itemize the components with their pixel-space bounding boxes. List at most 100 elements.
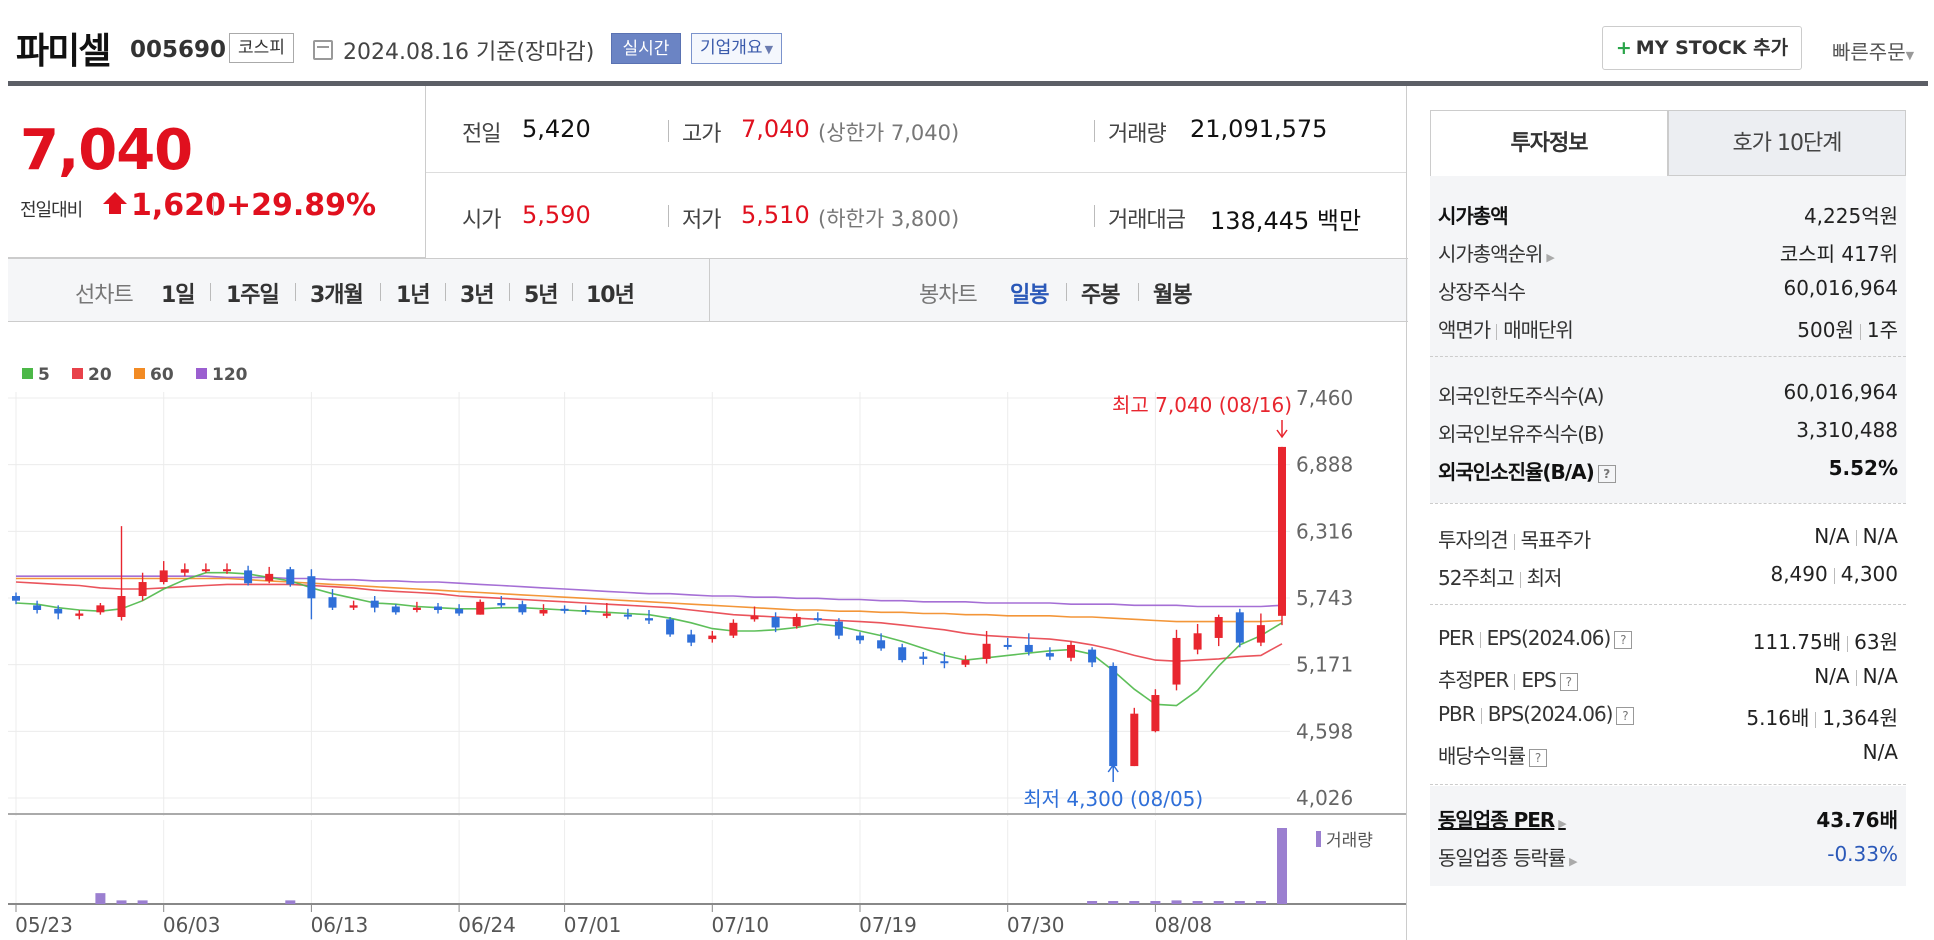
period-5y[interactable]: 5년	[524, 283, 559, 308]
divider	[1430, 604, 1906, 605]
dividend-label: 배당수익률	[1438, 744, 1526, 768]
candle-body	[412, 607, 421, 610]
candle-body	[940, 661, 949, 664]
y-tick-label: 4,026	[1296, 786, 1353, 810]
help-icon[interactable]: ?	[1597, 464, 1616, 483]
foreign-hold-row: 외국인보유주식수(B) 3,310,488	[1438, 414, 1898, 450]
candle-body	[349, 605, 358, 608]
chevron-right-icon: ▶	[1558, 817, 1567, 830]
candle-body	[581, 609, 590, 612]
quick-order-button[interactable]: 빠른주문▼	[1832, 36, 1914, 65]
max-price-annotation: 최고 7,040 (08/16)	[1112, 393, 1292, 417]
y-tick-label: 5,171	[1296, 653, 1353, 677]
period-10y[interactable]: 10년	[586, 283, 635, 308]
add-my-stock-button[interactable]: + MY STOCK 추가	[1602, 26, 1802, 70]
x-tick-label: 07/19	[859, 913, 917, 937]
candle-body	[180, 569, 189, 573]
est-eps-label: EPS	[1521, 668, 1556, 692]
period-3m[interactable]: 3개월	[310, 283, 364, 308]
market-cap-value: 4,225억원	[1803, 204, 1898, 228]
candle-body	[813, 618, 822, 621]
candle-body	[12, 596, 20, 601]
candle-body	[434, 606, 442, 610]
x-tick-label: 06/03	[163, 913, 221, 937]
realtime-button[interactable]: 실시간	[611, 33, 681, 64]
divider	[1847, 635, 1849, 652]
help-icon[interactable]: ?	[1529, 748, 1547, 767]
est-per-row: 추정PER EPS? N/A N/A	[1438, 660, 1898, 696]
price-panel	[8, 86, 426, 258]
divider	[1859, 323, 1861, 340]
help-icon[interactable]: ?	[1616, 706, 1635, 725]
divider	[213, 196, 214, 216]
min-price-annotation: 최저 4,300 (08/05)	[1023, 787, 1203, 811]
eps-label: EPS(2024.06)	[1486, 626, 1612, 650]
divider	[445, 283, 446, 301]
divider	[1430, 356, 1906, 357]
y-tick-label: 6,316	[1296, 519, 1353, 543]
divider	[1815, 711, 1817, 728]
foreign-ratio-value: 5.52%	[1828, 456, 1898, 480]
unit-value: 1주	[1866, 318, 1898, 342]
x-tick-label: 07/30	[1007, 913, 1065, 937]
divider	[1406, 86, 1407, 940]
period-monthly[interactable]: 월봉	[1153, 283, 1192, 308]
shares-row: 상장주식수 60,016,964	[1438, 272, 1898, 308]
candle-body	[982, 643, 991, 659]
divider	[380, 283, 381, 301]
candle-body	[1088, 649, 1097, 663]
market-badge: 코스피	[229, 33, 294, 63]
per-row: PER EPS(2024.06)? 111.75배 63원	[1438, 622, 1898, 658]
candle-body	[33, 605, 42, 610]
period-1d[interactable]: 1일	[161, 283, 196, 308]
volume-bar	[137, 900, 148, 904]
divider	[1496, 323, 1498, 340]
industry-rate-row[interactable]: 동일업종 등락률 ▶ -0.33%	[1438, 838, 1898, 874]
period-1y[interactable]: 1년	[396, 283, 431, 308]
company-overview-button[interactable]: 기업개요 ▼	[691, 33, 783, 64]
change-label: 전일대비	[20, 200, 83, 221]
tab-invest-info[interactable]: 투자정보	[1430, 110, 1668, 176]
y-tick-label: 5,743	[1296, 586, 1353, 610]
price-up-icon	[103, 192, 127, 214]
x-tick-label: 06/24	[458, 913, 516, 937]
stock-chart[interactable]: 7,460 6,888 6,316 5,743 5,171 4,598 4,026 05/23…	[0, 322, 1406, 940]
face-value: 500원	[1797, 318, 1854, 342]
candle-body	[1235, 612, 1244, 643]
open-label: 시가	[462, 208, 501, 233]
bps-value: 1,364원	[1822, 706, 1898, 730]
period-3y[interactable]: 3년	[460, 283, 495, 308]
est-per-label: 추정PER	[1438, 668, 1509, 692]
help-icon[interactable]: ?	[1559, 672, 1578, 691]
bps-label: BPS(2024.06)	[1487, 702, 1614, 726]
legend-label: 60	[150, 365, 174, 385]
divider	[1138, 283, 1139, 301]
chevron-down-icon: ▼	[1905, 49, 1915, 62]
cap-rank-row[interactable]: 시가총액순위 ▶ 코스피 417위	[1438, 234, 1898, 270]
divider	[709, 258, 710, 322]
period-1w[interactable]: 1주일	[226, 283, 280, 308]
candle-body	[645, 618, 653, 621]
divider	[509, 283, 510, 301]
period-weekly[interactable]: 주봉	[1081, 283, 1120, 308]
y-tick-label: 6,888	[1296, 453, 1353, 477]
candle-body	[919, 656, 928, 659]
candle-body	[771, 616, 780, 628]
x-tick-label: 05/23	[15, 913, 73, 937]
chevron-right-icon: ▶	[1569, 855, 1578, 868]
foreign-ratio-label: 외국인소진율(B/A)	[1438, 460, 1595, 484]
industry-per-row[interactable]: 동일업종 PER ▶ 43.76배	[1438, 800, 1898, 836]
volume-legend-label: 거래량	[1326, 831, 1373, 851]
tab-hoga[interactable]: 호가 10단계	[1668, 110, 1906, 176]
divider	[1094, 205, 1095, 227]
legend-swatch	[134, 368, 145, 379]
candle-chart-label: 봉차트	[919, 283, 978, 308]
candle-body	[1130, 713, 1139, 767]
candle-body	[54, 608, 63, 614]
period-daily[interactable]: 일봉	[1010, 283, 1049, 308]
foreign-limit-row: 외국인한도주식수(A) 60,016,964	[1438, 376, 1898, 412]
divider	[1066, 283, 1067, 301]
face-label: 액면가	[1438, 318, 1491, 342]
divider	[210, 283, 211, 301]
help-icon[interactable]: ?	[1614, 630, 1633, 649]
